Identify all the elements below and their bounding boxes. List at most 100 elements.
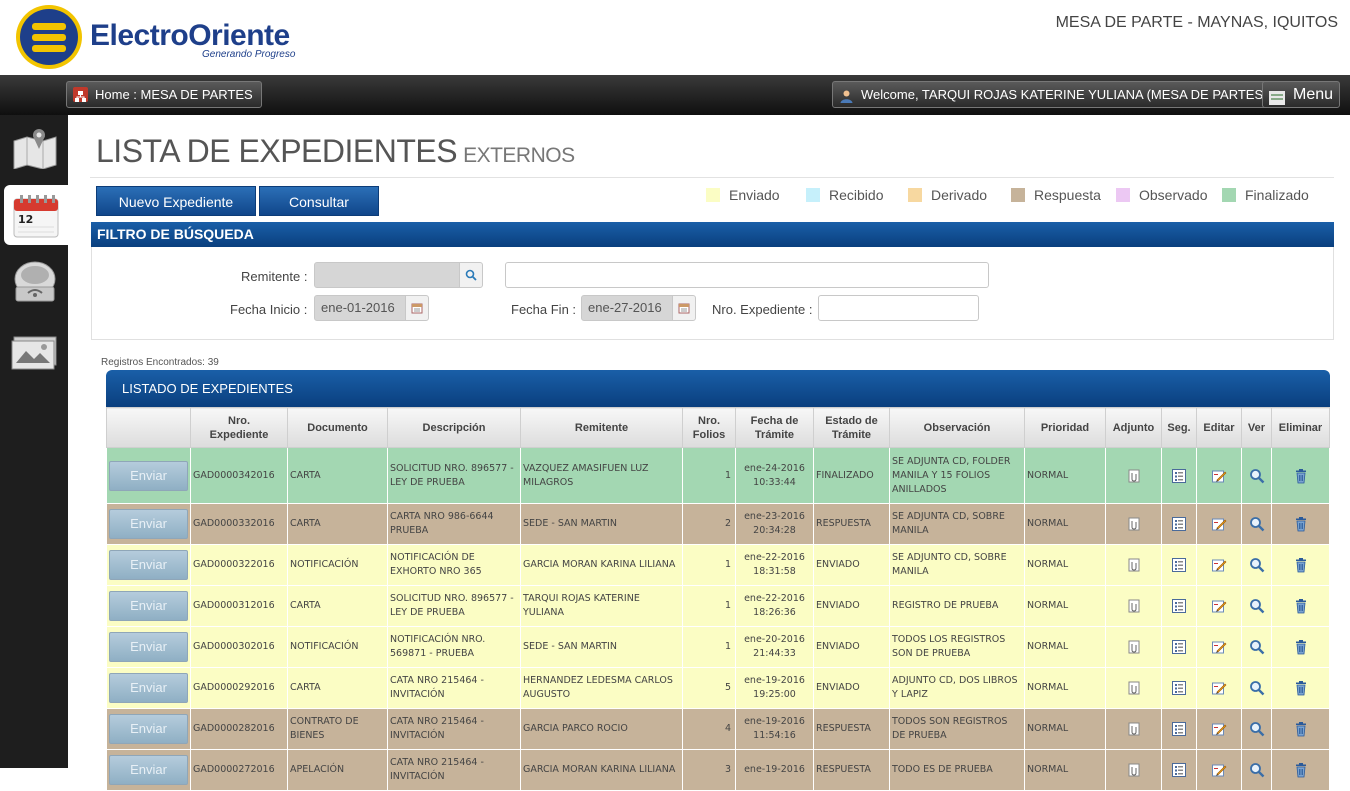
delete-button[interactable] [1271,708,1330,750]
edit-button[interactable] [1196,749,1242,791]
fecha-fin-calendar-button[interactable] [672,295,696,321]
priority: NORMAL [1024,585,1106,627]
folios: 1 [682,626,736,668]
remitente-input[interactable] [314,262,460,288]
attachment-button[interactable] [1105,544,1162,586]
tramite-date: ene-24-2016 10:33:44 [735,447,814,504]
attachment-button[interactable] [1105,749,1162,791]
document-type: APELACIÓN [287,749,388,791]
view-button[interactable] [1241,749,1272,791]
view-button[interactable] [1241,667,1272,709]
tracking-button[interactable] [1161,708,1197,750]
sender: GARCIA MORAN KARINA LILIANA [520,749,683,791]
sidebar-item-calendar[interactable]: 12 [4,185,68,245]
legend-finalizado: Finalizado [1222,187,1309,207]
fecha-inicio-input[interactable]: ene-01-2016 [314,295,406,321]
delete-button[interactable] [1271,585,1330,627]
calendar-small-icon [678,303,690,314]
send-button[interactable]: Enviar [109,591,188,621]
tracking-button[interactable] [1161,749,1197,791]
company-logo[interactable]: ElectroOriente Generando Progreso [16,5,316,69]
view-button[interactable] [1241,708,1272,750]
attachment-button[interactable] [1105,447,1162,504]
attachment-button[interactable] [1105,708,1162,750]
view-button[interactable] [1241,544,1272,586]
description: CATA NRO 215464 - INVITACIÓN [387,667,521,709]
expediente-number: GAD0000322016 [190,544,288,586]
nro-expediente-input[interactable] [818,295,979,321]
delete-button[interactable] [1271,447,1330,504]
view-button[interactable] [1241,503,1272,545]
sender: GARCIA PARCO ROCIO [520,708,683,750]
delete-button[interactable] [1271,667,1330,709]
send-button[interactable]: Enviar [109,509,188,539]
home-button[interactable]: Home : MESA DE PARTES [66,81,262,108]
delete-button[interactable] [1271,749,1330,791]
tramite-time: 20:34:28 [753,525,796,536]
tracking-icon [1171,680,1187,696]
column-header: Seg. [1161,407,1197,448]
sidebar-item-map[interactable] [4,119,68,179]
legend-label: Finalizado [1245,187,1309,203]
tramite-status: ENVIADO [813,544,890,586]
edit-button[interactable] [1196,708,1242,750]
edit-icon [1211,557,1227,573]
folios: 3 [682,749,736,791]
tracking-button[interactable] [1161,626,1197,668]
welcome-user-button[interactable]: Welcome, TARQUI ROJAS KATERINE YULIANA (… [832,81,1277,108]
description: SOLICITUD NRO. 896577 - LEY DE PRUEBA [387,447,521,504]
menu-button[interactable]: Menu [1262,81,1340,108]
attachment-button[interactable] [1105,626,1162,668]
tracking-button[interactable] [1161,447,1197,504]
attachment-button[interactable] [1105,667,1162,709]
column-header: Editar [1196,407,1242,448]
tramite-time: 19:25:00 [753,689,796,700]
tramite-date: ene-20-2016 21:44:33 [735,626,814,668]
user-icon [839,87,854,103]
view-button[interactable] [1241,447,1272,504]
expediente-number: GAD0000272016 [190,749,288,791]
view-button[interactable] [1241,626,1272,668]
send-cell: Enviar [106,708,191,750]
expediente-number: GAD0000302016 [190,626,288,668]
tracking-button[interactable] [1161,544,1197,586]
send-button[interactable]: Enviar [109,755,188,785]
edit-button[interactable] [1196,503,1242,545]
menu-list-icon [1269,88,1285,105]
tracking-button[interactable] [1161,667,1197,709]
edit-button[interactable] [1196,667,1242,709]
send-button[interactable]: Enviar [109,632,188,662]
fecha-fin-input[interactable]: ene-27-2016 [581,295,673,321]
description: CATA NRO 215464 - INVITACIÓN [387,708,521,750]
delete-button[interactable] [1271,544,1330,586]
sidebar-item-scanner[interactable] [4,253,68,313]
send-button[interactable]: Enviar [109,673,188,703]
edit-button[interactable] [1196,544,1242,586]
edit-button[interactable] [1196,585,1242,627]
attachment-icon [1126,762,1142,778]
edit-button[interactable] [1196,447,1242,504]
send-button[interactable]: Enviar [109,550,188,580]
remitente-search-button[interactable] [459,262,483,288]
send-button[interactable]: Enviar [109,714,188,744]
delete-icon [1293,639,1309,655]
new-expediente-button[interactable]: Nuevo Expediente [96,186,256,216]
column-header: Adjunto [1105,407,1162,448]
attachment-button[interactable] [1105,585,1162,627]
tracking-button[interactable] [1161,503,1197,545]
edit-icon [1211,468,1227,484]
send-button[interactable]: Enviar [109,460,188,491]
delete-button[interactable] [1271,503,1330,545]
view-button[interactable] [1241,585,1272,627]
edit-button[interactable] [1196,626,1242,668]
fecha-inicio-calendar-button[interactable] [405,295,429,321]
sidebar-item-documents[interactable] [4,321,68,381]
consultar-button[interactable]: Consultar [259,186,379,216]
description: NOTIFICACIÓN DE EXHORTO NRO 365 [387,544,521,586]
delete-button[interactable] [1271,626,1330,668]
remitente-name-input[interactable] [505,262,989,288]
expedientes-table: Nro. Expediente Documento Descripción Remit… [106,407,1330,791]
tramite-date: ene-19-2016 11:54:16 [735,708,814,750]
tracking-button[interactable] [1161,585,1197,627]
attachment-button[interactable] [1105,503,1162,545]
